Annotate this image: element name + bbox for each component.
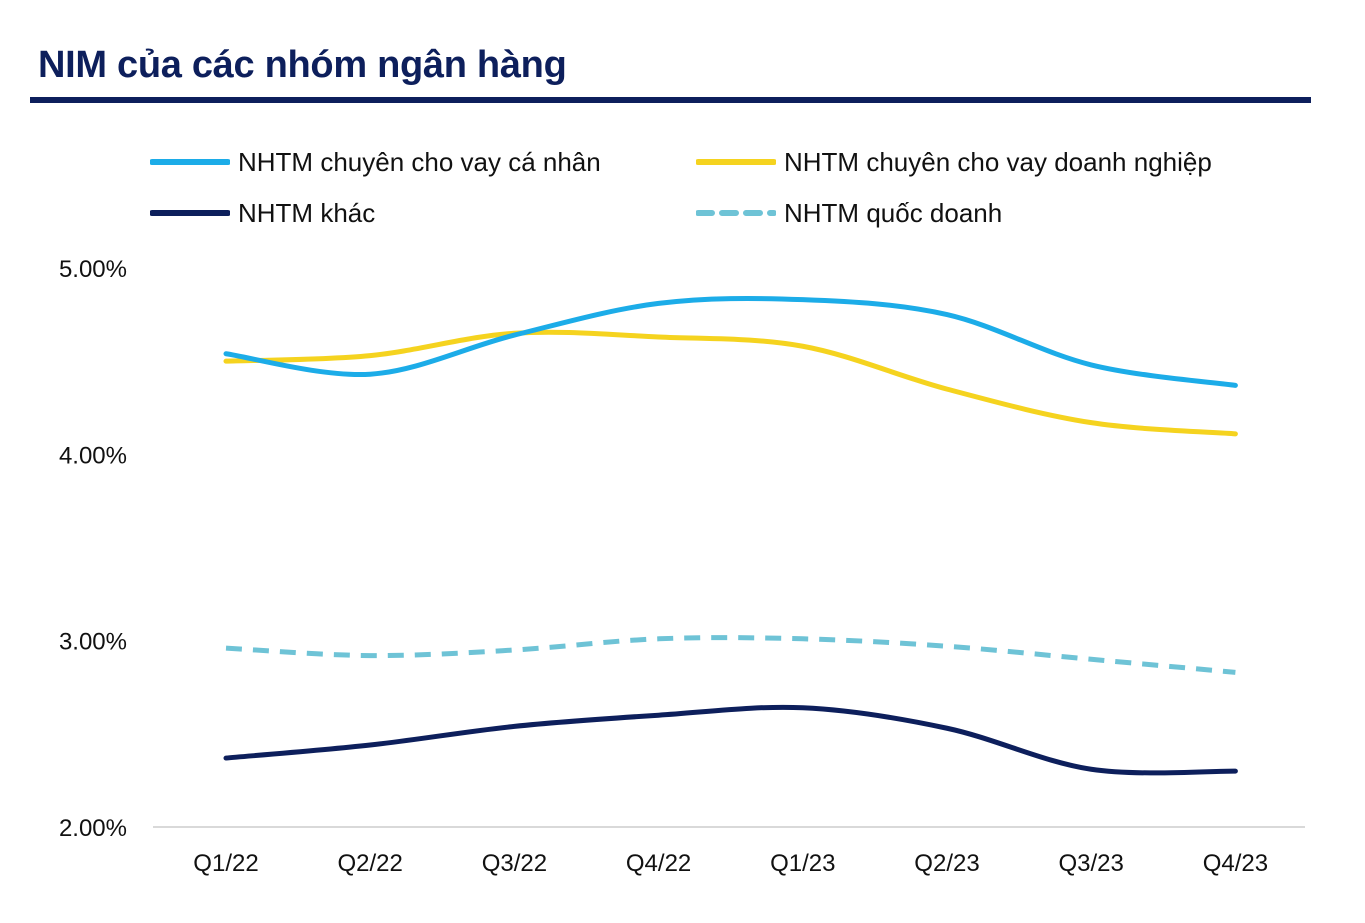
x-tick-label: Q2/22 [338,850,403,877]
series-line-3 [225,635,1236,675]
x-tick-label: Q4/23 [1203,850,1268,877]
legend-swatch-retail [150,159,230,165]
legend: NHTM chuyên cho vay cá nhân NHTM chuyên … [0,0,1365,240]
series-line-0 [223,295,1238,388]
series-line-1 [223,329,1238,437]
x-tick-label: Q4/22 [626,850,691,877]
x-tick-label: Q2/23 [914,850,979,877]
y-tick-label: 5.00% [59,256,127,283]
legend-item-corporate: NHTM chuyên cho vay doanh nghiệp [696,142,1212,182]
chart-title: NIM của các nhóm ngân hàng [38,44,567,86]
x-tick-label: Q3/23 [1059,850,1124,877]
legend-label-state-owned: NHTM quốc doanh [784,197,1003,228]
legend-label-corporate: NHTM chuyên cho vay doanh nghiệp [784,146,1212,177]
title-underline [30,97,1311,103]
y-tick-label: 3.00% [59,629,127,656]
legend-label-other: NHTM khác [238,197,376,228]
y-tick-label: 4.00% [59,442,127,469]
x-tick-label: Q1/22 [193,850,258,877]
x-tick-label: Q1/23 [770,850,835,877]
legend-label-retail: NHTM chuyên cho vay cá nhân [238,146,601,177]
legend-swatch-state-owned [696,210,776,216]
x-tick-label: Q3/22 [482,850,547,877]
legend-item-other: NHTM khác [150,193,375,233]
legend-swatch-corporate [696,159,776,165]
series-line-2 [223,704,1238,776]
y-tick-label: 2.00% [59,815,127,842]
legend-item-state-owned: NHTM quốc doanh [696,193,1002,233]
legend-swatch-other [150,210,230,216]
legend-item-retail: NHTM chuyên cho vay cá nhân [150,142,601,182]
